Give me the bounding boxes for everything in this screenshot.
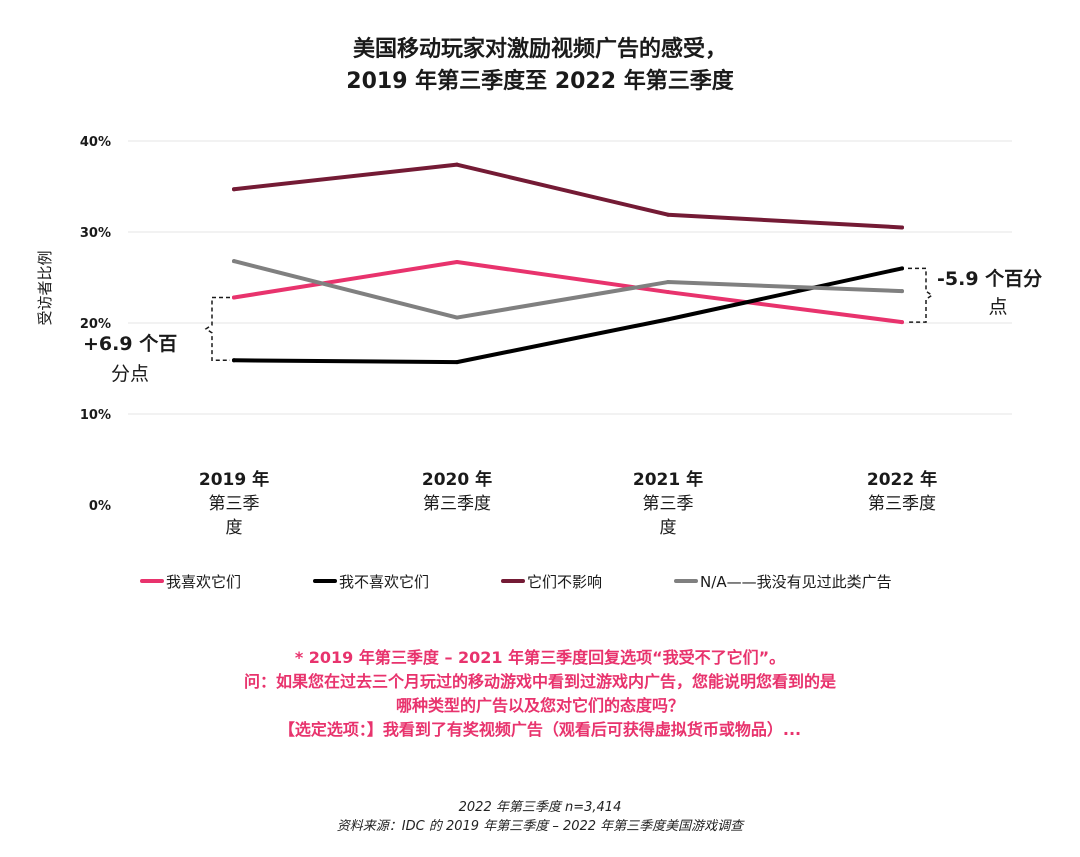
annotation-bracket: [204, 296, 230, 362]
annotation-label: 分点: [111, 363, 149, 385]
legend-swatch: [140, 579, 164, 583]
legend-item: 我喜欢它们: [140, 571, 241, 592]
x-tick-label: 第三季度: [868, 494, 936, 514]
survey-note: * 2019 年第三季度 – 2021 年第三季度回复选项“我受不了它们”。 问…: [0, 646, 1080, 742]
legend-label: 它们不影响: [527, 572, 603, 591]
y-axis-label: 受访者比例: [36, 250, 54, 325]
legend-item: 它们不影响: [501, 571, 602, 592]
data-point: [900, 266, 904, 271]
x-tick-label: 第三季: [643, 494, 694, 514]
source-footnote: 2022 年第三季度 n=3,414 资料来源：IDC 的 2019 年第三季度…: [0, 798, 1080, 836]
data-point: [232, 187, 236, 192]
chart-title: 美国移动玩家对激励视频广告的感受， 2019 年第三季度至 2022 年第三季度: [0, 34, 1080, 98]
series-line: [232, 259, 904, 320]
x-tick-label: 2019 年: [199, 469, 269, 490]
data-point: [900, 320, 904, 325]
data-point: [666, 317, 670, 322]
x-tick-label: 度: [660, 518, 677, 538]
series-line: [232, 162, 904, 230]
legend-item: 我不喜欢它们: [313, 571, 429, 592]
annotation-label: 点: [988, 296, 1007, 318]
annotation-bracket: [908, 267, 934, 323]
legend-swatch: [501, 579, 526, 583]
series-line: [232, 260, 904, 325]
data-point: [455, 360, 459, 365]
data-point: [900, 289, 904, 294]
legend-item: N/A——我没有见过此类广告: [674, 571, 892, 592]
chart-title-line-2: 2019 年第三季度至 2022 年第三季度: [346, 69, 734, 94]
y-tick-label: 0%: [89, 499, 111, 514]
data-source: 资料来源：IDC 的 2019 年第三季度 – 2022 年第三季度美国游戏调查: [336, 819, 744, 834]
legend-swatch: [674, 579, 699, 583]
series-line: [232, 266, 904, 365]
legend-label: N/A——我没有见过此类广告: [700, 572, 892, 591]
y-tick-label: 30%: [80, 226, 111, 241]
legend-swatch: [313, 579, 338, 583]
legend-label: 我喜欢它们: [166, 572, 242, 591]
survey-note-line-4: 【选定选项：】我看到了有奖视频广告（观看后可获得虚拟货币或物品）...: [278, 720, 802, 739]
y-tick-label: 10%: [80, 408, 111, 423]
data-point: [455, 162, 459, 167]
data-point: [232, 358, 236, 363]
survey-note-line-3: 哪种类型的广告以及您对它们的态度吗？: [395, 696, 684, 715]
survey-note-line-1: * 2019 年第三季度 – 2021 年第三季度回复选项“我受不了它们”。: [294, 648, 786, 667]
data-point: [666, 212, 670, 217]
y-tick-label: 40%: [80, 135, 111, 150]
x-tick-label: 2021 年: [633, 469, 703, 490]
y-tick-label: 20%: [80, 317, 111, 332]
data-point: [232, 259, 236, 264]
chart-legend: 我喜欢它们 我不喜欢它们 它们不影响 N/A——我没有见过此类广告: [140, 569, 892, 593]
annotation-label: +6.9 个百: [83, 333, 177, 355]
x-tick-label: 度: [226, 518, 243, 538]
x-tick-label: 第三季: [209, 494, 260, 514]
data-point: [666, 280, 670, 285]
x-tick-label: 2022 年: [867, 469, 937, 490]
x-tick-label: 2020 年: [422, 469, 492, 490]
data-point: [232, 295, 236, 300]
annotation-label: -5.9 个百分: [937, 268, 1042, 290]
data-point: [455, 260, 459, 265]
x-tick-label: 第三季度: [423, 494, 491, 514]
chart-title-line-1: 美国移动玩家对激励视频广告的感受，: [352, 37, 727, 62]
data-point: [900, 225, 904, 230]
sample-size: 2022 年第三季度 n=3,414: [458, 800, 622, 815]
data-point: [666, 290, 670, 295]
legend-label: 我不喜欢它们: [339, 572, 430, 591]
data-point: [455, 315, 459, 320]
survey-note-line-2: 问：如果您在过去三个月玩过的移动游戏中看到过游戏内广告，您能说明您看到的是: [243, 672, 836, 691]
